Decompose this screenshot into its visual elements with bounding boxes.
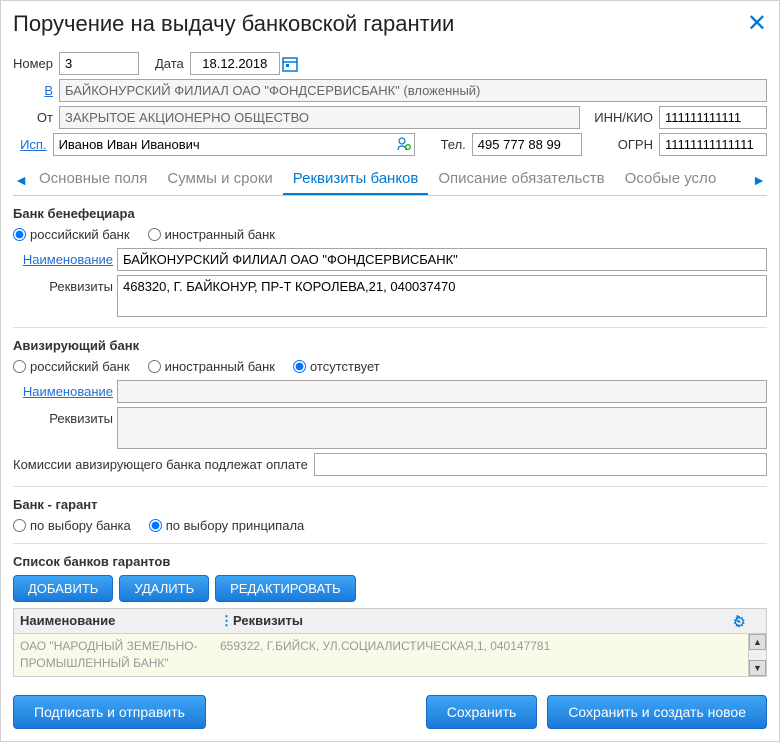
- tab-bank-details[interactable]: Реквизиты банков: [283, 164, 429, 195]
- tab-special[interactable]: Особые усло: [615, 164, 727, 195]
- guarantor-table: Наименование ⋮Реквизиты ⋮ ⚙ ОАО "НАРОДНЫ…: [13, 608, 767, 677]
- guarantor-radio-principal[interactable]: по выбору принципала: [149, 518, 305, 533]
- commission-input[interactable]: [314, 453, 767, 476]
- advising-name-input: [117, 380, 767, 403]
- delete-button[interactable]: УДАЛИТЬ: [119, 575, 209, 602]
- from-label: От: [13, 110, 53, 125]
- tab-main[interactable]: Основные поля: [29, 164, 157, 195]
- commission-label: Комиссии авизирующего банка подлежат опл…: [13, 457, 308, 472]
- table-scrollbar[interactable]: ▲ ▼: [748, 634, 766, 676]
- save-button[interactable]: Сохранить: [426, 695, 538, 729]
- from-input: [59, 106, 580, 129]
- tel-label: Тел.: [441, 137, 466, 152]
- beneficiary-name-input[interactable]: [117, 248, 767, 271]
- gear-icon[interactable]: ⚙: [733, 613, 746, 631]
- guarantor-list-title: Список банков гарантов: [13, 554, 767, 569]
- isp-label-link[interactable]: Исп.: [13, 137, 47, 152]
- guarantor-title: Банк - гарант: [13, 497, 767, 512]
- edit-button[interactable]: РЕДАКТИРОВАТЬ: [215, 575, 356, 602]
- table-col-name[interactable]: Наименование: [14, 609, 214, 633]
- ogrn-input[interactable]: [659, 133, 767, 156]
- tab-obligations[interactable]: Описание обязательств: [428, 164, 614, 195]
- guarantor-radio-bank[interactable]: по выбору банка: [13, 518, 131, 533]
- sign-send-button[interactable]: Подписать и отправить: [13, 695, 206, 729]
- scroll-down-icon[interactable]: ▼: [749, 660, 766, 676]
- ogrn-label: ОГРН: [618, 137, 653, 152]
- b-label-link[interactable]: В: [13, 83, 53, 98]
- scroll-up-icon[interactable]: ▲: [749, 634, 766, 650]
- table-col-req[interactable]: ⋮Реквизиты: [214, 609, 731, 633]
- number-label: Номер: [13, 56, 53, 71]
- close-icon[interactable]: ✕: [747, 9, 767, 38]
- advising-req-input: [117, 407, 767, 449]
- advising-radio-none[interactable]: отсутствует: [293, 359, 380, 374]
- tab-amounts[interactable]: Суммы и сроки: [157, 164, 282, 195]
- beneficiary-radio-ru[interactable]: российский банк: [13, 227, 130, 242]
- tab-scroll-right-icon[interactable]: ►: [751, 168, 767, 192]
- advising-name-label[interactable]: Наименование: [13, 380, 113, 399]
- table-row[interactable]: ОАО "НАРОДНЫЙ ЗЕМЕЛЬНО-ПРОМЫШЛЕННЫЙ БАНК…: [14, 634, 748, 676]
- inn-label: ИНН/КИО: [594, 110, 653, 125]
- date-input[interactable]: [190, 52, 280, 75]
- isp-input[interactable]: [53, 133, 415, 156]
- dialog-window: Поручение на выдачу банковской гарантии …: [0, 0, 780, 742]
- inn-input[interactable]: [659, 106, 767, 129]
- tab-scroll-left-icon[interactable]: ◄: [13, 168, 29, 192]
- beneficiary-title: Банк бенефециара: [13, 206, 767, 221]
- date-label: Дата: [155, 56, 184, 71]
- row-name: ОАО "НАРОДНЫЙ ЗЕМЕЛЬНО-ПРОМЫШЛЕННЫЙ БАНК…: [14, 634, 214, 676]
- beneficiary-req-input[interactable]: 468320, Г. БАЙКОНУР, ПР-Т КОРОЛЕВА,21, 0…: [117, 275, 767, 317]
- advising-radio-foreign[interactable]: иностранный банк: [148, 359, 275, 374]
- beneficiary-radio-foreign[interactable]: иностранный банк: [148, 227, 275, 242]
- row-req: 659322, Г.БИЙСК, УЛ.СОЦИАЛИСТИЧЕСКАЯ,1, …: [214, 634, 748, 676]
- advising-req-label: Реквизиты: [13, 407, 113, 426]
- tabs: Основные поля Суммы и сроки Реквизиты ба…: [29, 164, 751, 195]
- advising-radio-ru[interactable]: российский банк: [13, 359, 130, 374]
- b-input[interactable]: [59, 79, 767, 102]
- window-title: Поручение на выдачу банковской гарантии: [13, 11, 454, 37]
- advising-title: Авизирующий банк: [13, 338, 767, 353]
- save-new-button[interactable]: Сохранить и создать новое: [547, 695, 767, 729]
- beneficiary-name-label[interactable]: Наименование: [13, 248, 113, 267]
- tel-input[interactable]: [472, 133, 582, 156]
- number-input[interactable]: [59, 52, 139, 75]
- add-button[interactable]: ДОБАВИТЬ: [13, 575, 113, 602]
- beneficiary-req-label: Реквизиты: [13, 275, 113, 294]
- add-person-icon[interactable]: [397, 137, 411, 151]
- calendar-icon[interactable]: [282, 56, 298, 72]
